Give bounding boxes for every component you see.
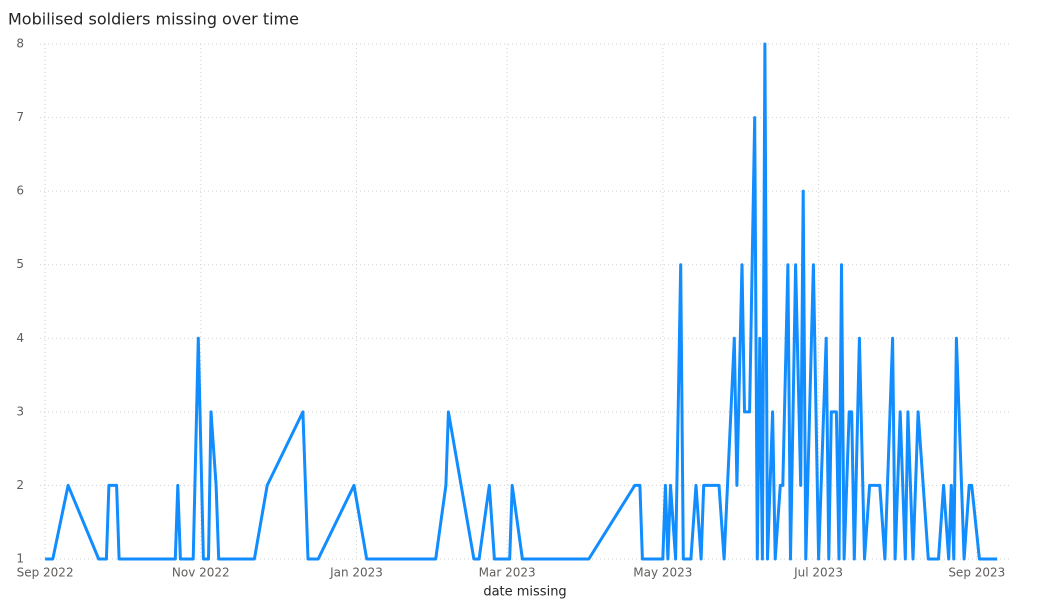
y-tick-label: 3 bbox=[16, 404, 24, 418]
y-tick-label: 4 bbox=[16, 331, 24, 345]
x-axis-label: date missing bbox=[483, 585, 566, 600]
x-tick-label: Jul 2023 bbox=[793, 566, 843, 580]
x-tick-label: Sep 2022 bbox=[17, 566, 74, 580]
x-tick-label: Sep 2023 bbox=[948, 566, 1005, 580]
x-tick-label: Mar 2023 bbox=[479, 566, 536, 580]
x-tick-label: Jan 2023 bbox=[329, 566, 383, 580]
y-tick-label: 5 bbox=[16, 257, 24, 271]
chart-title: Mobilised soldiers missing over time bbox=[8, 10, 299, 29]
y-tick-label: 2 bbox=[16, 478, 24, 492]
y-tick-label: 1 bbox=[16, 552, 24, 566]
x-tick-label: Nov 2022 bbox=[172, 566, 230, 580]
y-tick-label: 6 bbox=[16, 184, 24, 198]
y-tick-label: 8 bbox=[16, 37, 24, 51]
y-tick-label: 7 bbox=[16, 110, 24, 124]
x-tick-label: May 2023 bbox=[633, 566, 692, 580]
data-line bbox=[45, 42, 998, 561]
